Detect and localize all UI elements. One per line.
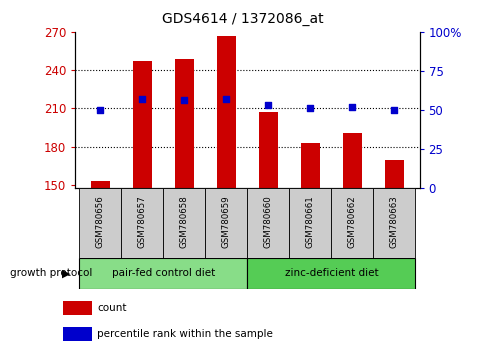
Text: ▶: ▶	[61, 268, 70, 279]
Point	[264, 102, 272, 108]
Point	[222, 96, 230, 102]
Bar	[342, 133, 361, 188]
Bar	[373, 188, 414, 258]
Bar	[289, 188, 331, 258]
Bar	[247, 188, 289, 258]
Text: GSM780660: GSM780660	[263, 195, 272, 248]
Text: zinc-deficient diet: zinc-deficient diet	[284, 268, 378, 279]
Text: pair-fed control diet: pair-fed control diet	[111, 268, 214, 279]
Bar	[79, 188, 121, 258]
Text: GSM780663: GSM780663	[389, 195, 398, 248]
Text: GSM780659: GSM780659	[221, 195, 230, 248]
Text: count: count	[97, 303, 126, 313]
Bar	[175, 59, 194, 188]
Point	[96, 107, 104, 113]
Bar	[216, 36, 235, 188]
Bar	[121, 188, 163, 258]
Point	[138, 96, 146, 102]
Text: GSM780657: GSM780657	[137, 195, 147, 248]
Text: GSM780662: GSM780662	[347, 195, 356, 248]
Bar	[247, 258, 414, 289]
Bar	[205, 188, 247, 258]
Bar	[91, 181, 109, 188]
Text: GSM780658: GSM780658	[180, 195, 188, 248]
Text: GSM780656: GSM780656	[96, 195, 105, 248]
Bar	[300, 143, 319, 188]
Text: GSM780661: GSM780661	[305, 195, 314, 248]
Text: percentile rank within the sample: percentile rank within the sample	[97, 329, 272, 339]
Point	[180, 98, 188, 103]
Bar	[63, 327, 92, 341]
Bar	[163, 188, 205, 258]
Bar	[63, 301, 92, 315]
Point	[390, 107, 397, 113]
Point	[306, 105, 314, 111]
Text: growth protocol: growth protocol	[10, 268, 92, 279]
Point	[348, 104, 355, 109]
Bar	[79, 258, 247, 289]
Bar	[258, 112, 277, 188]
Bar	[331, 188, 373, 258]
Bar	[133, 61, 151, 188]
Text: GDS4614 / 1372086_at: GDS4614 / 1372086_at	[161, 12, 323, 27]
Bar	[384, 160, 403, 188]
